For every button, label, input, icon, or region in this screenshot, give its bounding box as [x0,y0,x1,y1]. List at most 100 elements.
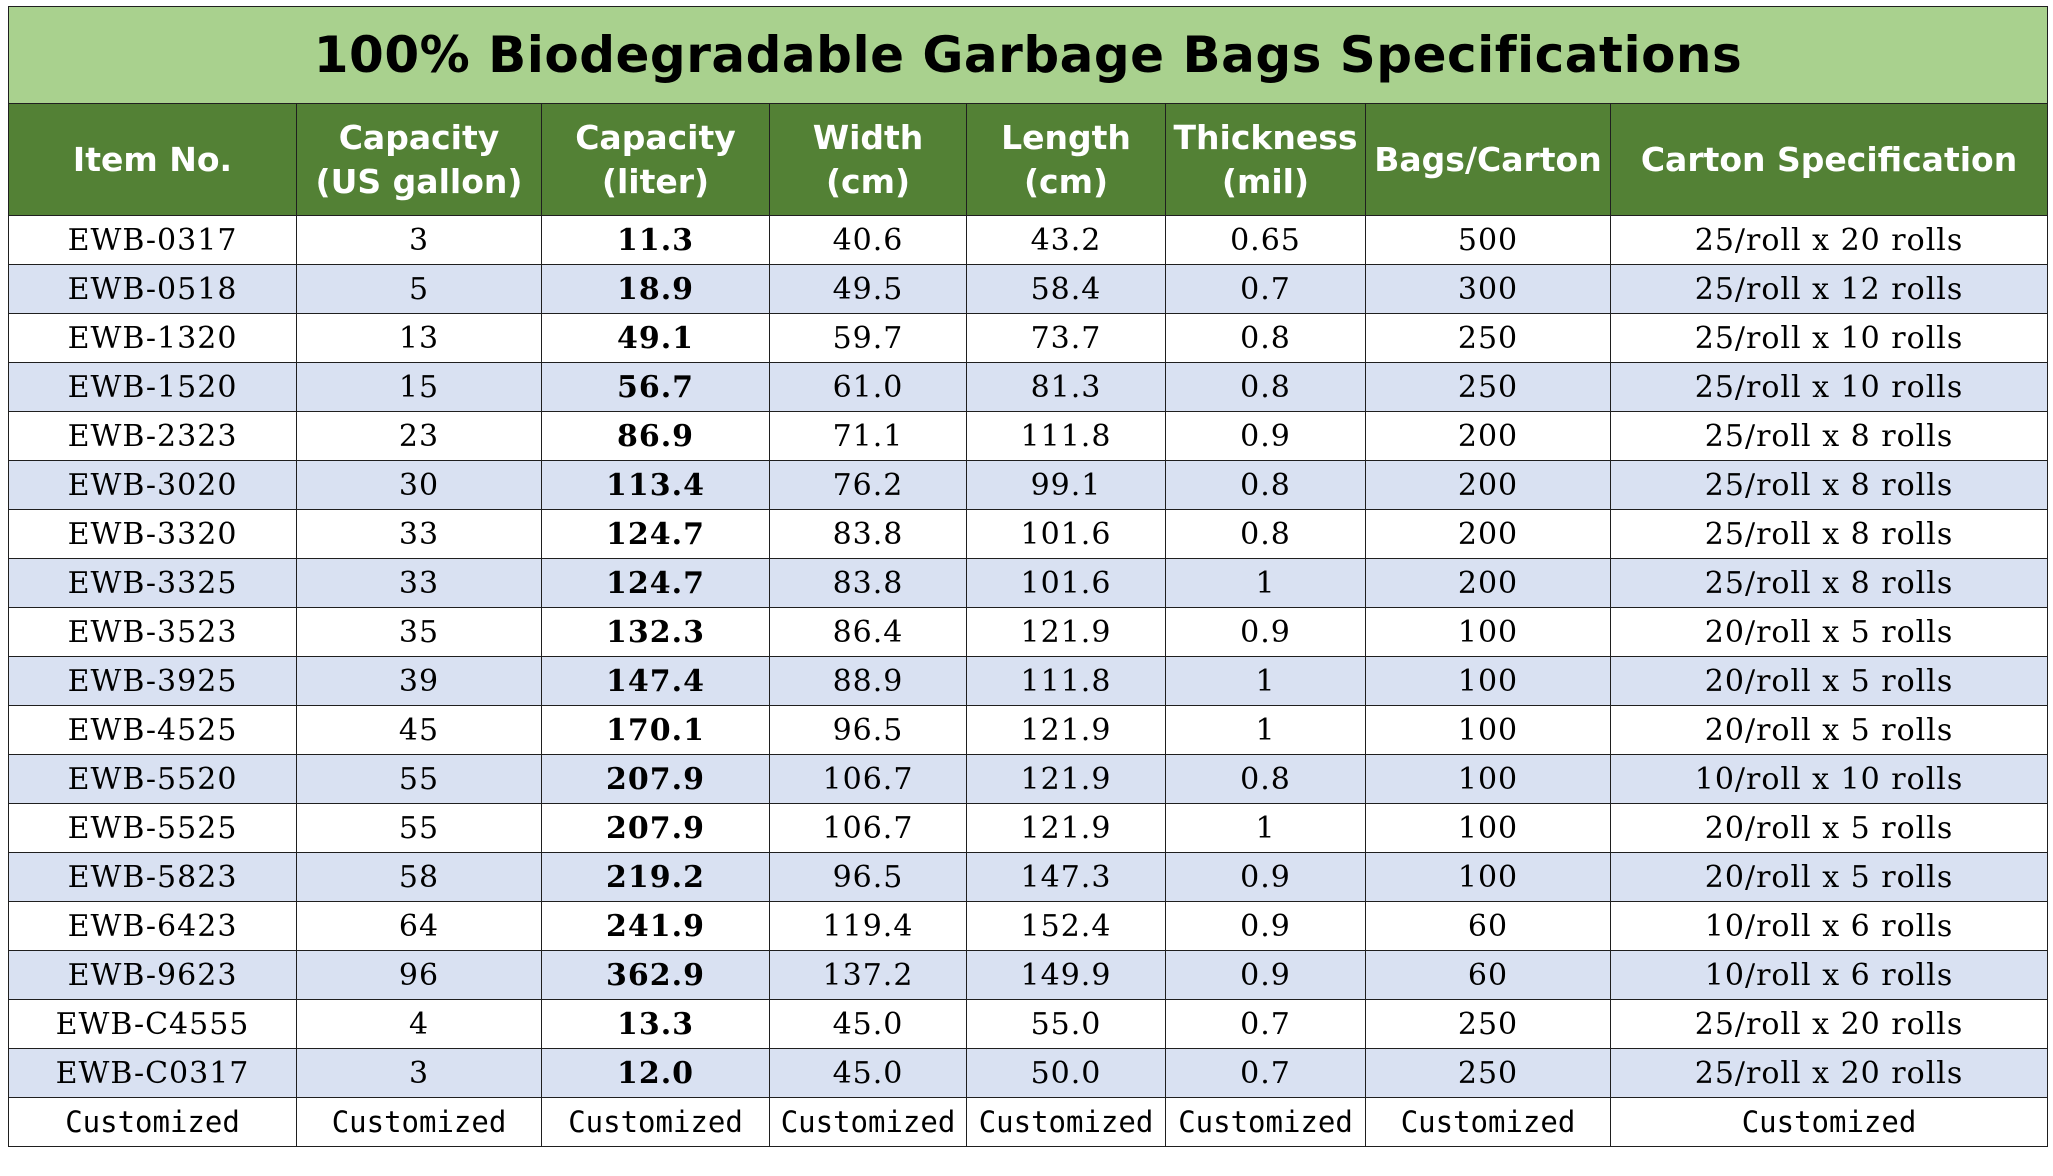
cell-capacity-liter: 170.1 [541,705,770,755]
cell-thickness: 0.9 [1165,950,1366,1000]
table-row: EWB-4525 45 170.1 96.5 121.9 1 100 20/roll x 5 … [8,705,2049,755]
cell-width: 71.1 [769,411,967,461]
cell-capacity-gallon: 96 [296,950,542,1000]
cell-thickness: 1 [1165,803,1366,853]
cell-item-no: EWB-C0317 [8,1048,297,1098]
spec-sheet: 100% Biodegradable Garbage Bags Specific… [7,6,2049,1147]
cell-capacity-gallon: 4 [296,999,542,1049]
cell-carton-spec: 25/roll x 8 rolls [1609,509,2049,559]
customized-row: Customized Customized Customized Customized… [8,1097,2049,1147]
cell-thickness: 0.9 [1165,852,1366,902]
cell-length: 121.9 [966,705,1166,755]
cell-bags-per-carton: 200 [1365,558,1611,608]
cell-width: 76.2 [769,460,967,510]
cell-bags-per-carton: 100 [1365,803,1611,853]
cell-length: 43.2 [966,215,1166,265]
cell-capacity-liter: 241.9 [541,901,770,951]
cell-bags-per-carton: 100 [1365,607,1611,657]
cell-thickness: 0.8 [1165,313,1366,363]
cell-item-no: EWB-3320 [8,509,297,559]
cell-customized: Customized [966,1097,1166,1147]
cell-width: 49.5 [769,264,967,314]
column-header-line: (mil) [1221,161,1310,201]
cell-item-no: EWB-3020 [8,460,297,510]
cell-customized: Customized [1165,1097,1366,1147]
cell-width: 137.2 [769,950,967,1000]
column-header-bags-per-carton: Bags/Carton [1365,103,1611,216]
table-row: EWB-C0317 3 12.0 45.0 50.0 0.7 250 25/roll x 20… [8,1048,2049,1098]
cell-width: 88.9 [769,656,967,706]
cell-thickness: 1 [1165,558,1366,608]
cell-length: 152.4 [966,901,1166,951]
cell-width: 40.6 [769,215,967,265]
column-header-width: Width (cm) [769,103,967,216]
column-header-line: Item No. [72,139,233,179]
cell-customized: Customized [1609,1097,2049,1147]
cell-capacity-liter: 12.0 [541,1048,770,1098]
cell-bags-per-carton: 60 [1365,901,1611,951]
cell-width: 106.7 [769,754,967,804]
column-header-item-no: Item No. [8,103,297,216]
cell-thickness: 0.9 [1165,901,1366,951]
cell-item-no: EWB-0518 [8,264,297,314]
cell-bags-per-carton: 250 [1365,999,1611,1049]
cell-customized: Customized [8,1097,297,1147]
cell-capacity-gallon: 33 [296,509,542,559]
cell-capacity-liter: 11.3 [541,215,770,265]
column-header-line: Carton Specification [1640,139,2018,179]
cell-carton-spec: 20/roll x 5 rolls [1609,656,2049,706]
column-header-line: (cm) [1023,161,1109,201]
cell-carton-spec: 20/roll x 5 rolls [1609,852,2049,902]
cell-carton-spec: 10/roll x 6 rolls [1609,950,2049,1000]
column-header-line: (US gallon) [315,161,523,201]
cell-length: 149.9 [966,950,1166,1000]
cell-length: 73.7 [966,313,1166,363]
cell-capacity-gallon: 3 [296,1048,542,1098]
cell-capacity-gallon: 23 [296,411,542,461]
header-row: Item No. Capacity (US gallon) Capacity (lite… [8,103,2049,216]
cell-item-no: EWB-6423 [8,901,297,951]
cell-thickness: 0.7 [1165,999,1366,1049]
column-header-line: (liter) [601,161,710,201]
table-row: EWB-0518 5 18.9 49.5 58.4 0.7 300 25/roll x 12 … [8,264,2049,314]
column-header-line: Bags/Carton [1374,139,1602,179]
cell-capacity-gallon: 3 [296,215,542,265]
cell-capacity-gallon: 55 [296,754,542,804]
column-header-line: (cm) [825,161,911,201]
cell-capacity-liter: 132.3 [541,607,770,657]
cell-capacity-liter: 207.9 [541,754,770,804]
column-header-length: Length (cm) [966,103,1166,216]
cell-customized: Customized [296,1097,542,1147]
cell-item-no: EWB-9623 [8,950,297,1000]
table-body: EWB-0317 3 11.3 40.6 43.2 0.65 500 25/roll x 20… [8,215,2049,1147]
table-row: EWB-9623 96 362.9 137.2 149.9 0.9 60 10/roll x … [8,950,2049,1000]
cell-carton-spec: 10/roll x 6 rolls [1609,901,2049,951]
cell-customized: Customized [1365,1097,1611,1147]
cell-capacity-gallon: 39 [296,656,542,706]
cell-length: 50.0 [966,1048,1166,1098]
cell-length: 121.9 [966,803,1166,853]
cell-thickness: 0.7 [1165,264,1366,314]
cell-bags-per-carton: 500 [1365,215,1611,265]
column-header-capacity-gallon: Capacity (US gallon) [296,103,542,216]
table-row: EWB-3320 33 124.7 83.8 101.6 0.8 200 25/roll x … [8,509,2049,559]
cell-bags-per-carton: 250 [1365,1048,1611,1098]
cell-capacity-liter: 124.7 [541,558,770,608]
cell-carton-spec: 20/roll x 5 rolls [1609,607,2049,657]
cell-length: 147.3 [966,852,1166,902]
cell-thickness: 1 [1165,656,1366,706]
cell-capacity-liter: 13.3 [541,999,770,1049]
table-row: EWB-3325 33 124.7 83.8 101.6 1 200 25/roll x 8 … [8,558,2049,608]
table-row: EWB-3020 30 113.4 76.2 99.1 0.8 200 25/roll x 8… [8,460,2049,510]
cell-item-no: EWB-5520 [8,754,297,804]
cell-length: 81.3 [966,362,1166,412]
cell-capacity-gallon: 5 [296,264,542,314]
cell-capacity-gallon: 35 [296,607,542,657]
table-row: EWB-5520 55 207.9 106.7 121.9 0.8 100 10/roll x… [8,754,2049,804]
cell-width: 96.5 [769,852,967,902]
column-header-line: Width [812,117,924,157]
table-row: EWB-5525 55 207.9 106.7 121.9 1 100 20/roll x 5… [8,803,2049,853]
cell-capacity-liter: 362.9 [541,950,770,1000]
cell-capacity-liter: 147.4 [541,656,770,706]
cell-thickness: 0.8 [1165,460,1366,510]
